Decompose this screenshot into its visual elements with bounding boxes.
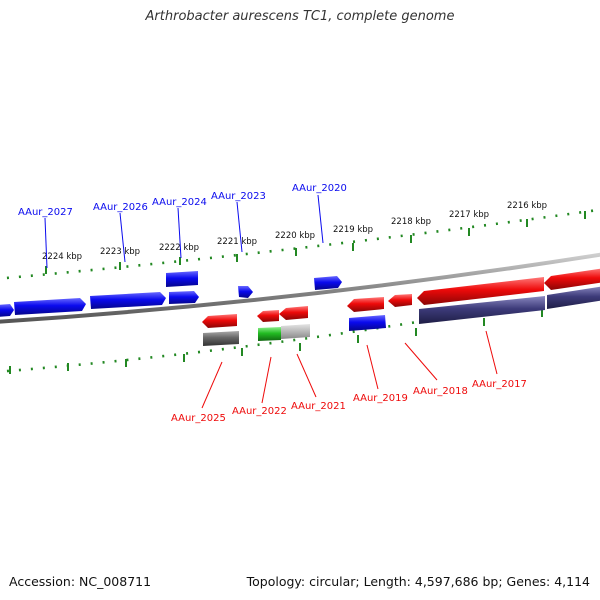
genome-summary-text: Topology: circular; Length: 4,597,686 bp…: [246, 574, 590, 589]
gene-arrow[interactable]: [279, 306, 308, 320]
gene-arrow-aaur-2018[interactable]: [388, 294, 412, 307]
gene-arrow[interactable]: [0, 304, 14, 317]
gene-arrow-aaur-2022[interactable]: [258, 327, 281, 341]
gene-label[interactable]: AAur_2019: [353, 393, 408, 404]
scale-label: 2219 kbp: [333, 225, 373, 235]
gene-arrow-aaur-2025[interactable]: [203, 331, 239, 346]
gene-arrow-aaur-2026[interactable]: [90, 292, 166, 309]
gene-arrow-aaur-2023[interactable]: [238, 286, 253, 298]
gene-arrow-aaur-2024[interactable]: [166, 271, 198, 287]
gene-arrow[interactable]: [347, 297, 384, 312]
gene-arrow[interactable]: [544, 268, 600, 290]
label-leader-line: [201, 361, 223, 409]
label-leader-line: [317, 194, 324, 244]
label-leader-line: [44, 217, 48, 269]
gene-label[interactable]: AAur_2027: [18, 207, 73, 218]
forward-strand-genes: [0, 271, 386, 331]
label-leader-line: [236, 201, 243, 253]
gene-label[interactable]: AAur_2022: [232, 406, 287, 417]
gene-label[interactable]: AAur_2025: [171, 413, 226, 424]
label-leader-line: [485, 330, 498, 375]
gene-arrow-aaur-2020[interactable]: [314, 276, 342, 290]
scale-label: 2218 kbp: [391, 217, 431, 227]
scale-label: 2221 kbp: [217, 237, 257, 247]
gene-arrow[interactable]: [169, 291, 199, 304]
gene-label[interactable]: AAur_2018: [413, 386, 468, 397]
gene-arrow[interactable]: [419, 296, 545, 324]
gene-arrow-aaur-2021[interactable]: [281, 324, 310, 339]
gene-arrow[interactable]: [202, 314, 237, 328]
gene-label[interactable]: AAur_2020: [292, 183, 347, 194]
gene-arrow[interactable]: [547, 286, 600, 309]
gene-label[interactable]: AAur_2026: [93, 202, 148, 213]
accession-text: Accession: NC_008711: [9, 574, 152, 589]
map-title: Arthrobacter aurescens TC1, complete gen…: [145, 9, 455, 24]
gene-arrow[interactable]: [257, 310, 279, 322]
gene-arrow-aaur-2027[interactable]: [14, 298, 86, 315]
top-gene-labels: AAur_2027 AAur_2026 AAur_2024 AAur_2023 …: [18, 183, 347, 269]
scale-label: 2223 kbp: [100, 247, 140, 257]
scale-label: 2220 kbp: [275, 231, 315, 241]
gene-label[interactable]: AAur_2021: [291, 401, 346, 412]
label-leader-line: [296, 353, 317, 398]
label-leader-line: [119, 212, 126, 263]
scale-label: 2224 kbp: [42, 252, 82, 262]
gene-arrow-aaur-2019[interactable]: [349, 315, 386, 331]
genome-backbone: [0, 252, 600, 324]
gene-label[interactable]: AAur_2017: [472, 379, 527, 390]
scale-label: 2222 kbp: [159, 243, 199, 253]
label-leader-line: [366, 344, 379, 390]
scale-label: 2216 kbp: [507, 201, 547, 211]
gene-label[interactable]: AAur_2024: [152, 197, 207, 208]
gene-label[interactable]: AAur_2023: [211, 191, 266, 202]
label-leader-line: [404, 342, 438, 381]
scale-label: 2217 kbp: [449, 210, 489, 220]
reverse-strand-genes: [202, 268, 600, 346]
upper-scale-ruler: 2224 kbp 2223 kbp 2222 kbp 2221 kbp 2220…: [0, 201, 600, 280]
label-leader-line: [177, 207, 182, 259]
label-leader-line: [261, 356, 272, 404]
bottom-gene-labels: AAur_2025 AAur_2022 AAur_2021 AAur_2019 …: [171, 330, 527, 424]
gene-arrow-aaur-2017[interactable]: [417, 277, 544, 305]
